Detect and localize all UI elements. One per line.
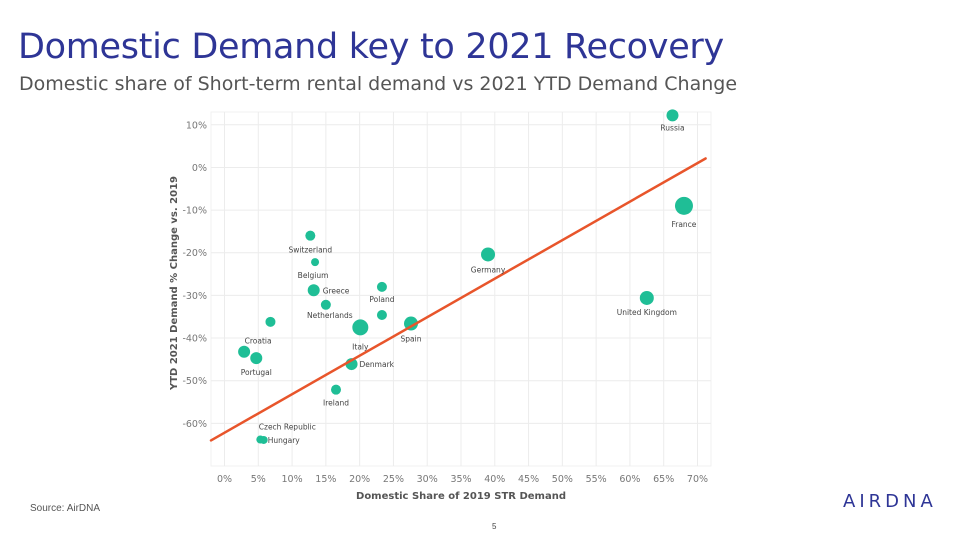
y-tick-label: 0% <box>192 163 207 174</box>
point-label: Spain <box>401 335 422 344</box>
point-label: Poland <box>369 295 394 304</box>
x-axis-title: Domestic Share of 2019 STR Demand <box>356 491 566 502</box>
slide-subtitle: Domestic share of Short-term rental dema… <box>19 73 738 95</box>
point-label: United Kingdom <box>617 308 677 317</box>
point-label: Belgium <box>298 271 329 280</box>
trend-line-group <box>209 157 707 442</box>
point-label: Italy <box>352 342 369 351</box>
x-tick-label: 70% <box>687 474 708 485</box>
point-labels: Russia France United Kingdom Germany Switzer… <box>241 123 697 445</box>
point-label: Czech Republic <box>259 423 316 432</box>
point-label: Netherlands <box>307 311 353 320</box>
y-axis-title: YTD 2021 Demand % Change vs. 2019 <box>169 176 180 391</box>
x-tick-label: 15% <box>315 474 336 485</box>
y-tick-label: -30% <box>182 291 207 302</box>
data-point <box>311 258 320 267</box>
point-label: Denmark <box>360 360 395 369</box>
data-point <box>639 290 654 305</box>
data-point <box>352 319 369 336</box>
data-point <box>238 345 251 358</box>
y-tick-label: -20% <box>182 248 207 259</box>
point-label: France <box>671 220 696 229</box>
y-tick-label: 10% <box>186 120 207 131</box>
point-label: Croatia <box>245 337 272 346</box>
x-tick-label: 0% <box>217 474 232 485</box>
point-label: Russia <box>660 123 684 132</box>
data-point <box>307 284 320 297</box>
data-point <box>666 109 679 122</box>
data-point <box>674 196 693 215</box>
x-tick-label: 10% <box>282 474 303 485</box>
x-tick-label: 30% <box>417 474 438 485</box>
x-tick-label: 40% <box>484 474 505 485</box>
data-point <box>259 435 268 444</box>
x-tick-label: 25% <box>383 474 404 485</box>
x-axis-ticks: 0% 5% 10% 15% 20% 25% 30% 35% 40% 45% 50% 55% 60% 65%… <box>217 474 708 485</box>
x-tick-label: 65% <box>653 474 674 485</box>
point-label: Hungary <box>268 436 301 445</box>
data-point <box>305 230 316 241</box>
grid <box>210 111 712 467</box>
data-point <box>376 310 387 321</box>
data-point <box>331 384 341 395</box>
y-tick-label: -60% <box>182 419 207 430</box>
airdna-logo: AIRDNA <box>843 491 937 512</box>
point-label: Ireland <box>323 399 349 408</box>
point-label: Greece <box>323 286 350 295</box>
x-tick-label: 45% <box>518 474 539 485</box>
y-tick-label: -40% <box>182 334 207 345</box>
data-point <box>376 281 387 292</box>
y-axis-ticks: 10% 0% -10% -20% -30% -40% -50% -60% <box>182 120 207 430</box>
point-label: Germany <box>471 265 506 274</box>
trend-line <box>209 157 707 442</box>
data-point <box>481 247 496 262</box>
slide-title: Domestic Demand key to 2021 Recovery <box>18 27 724 67</box>
x-tick-label: 5% <box>251 474 266 485</box>
data-point <box>320 299 331 310</box>
x-tick-label: 55% <box>586 474 607 485</box>
y-tick-label: -10% <box>182 206 207 217</box>
data-point <box>250 352 263 365</box>
y-tick-label: -50% <box>182 376 207 387</box>
x-tick-label: 20% <box>349 474 370 485</box>
page-number: 5 <box>492 522 497 531</box>
source-note: Source: AirDNA <box>30 503 101 514</box>
x-tick-label: 35% <box>450 474 471 485</box>
point-label: Switzerland <box>288 246 332 255</box>
x-tick-label: 50% <box>552 474 573 485</box>
data-point <box>265 316 276 327</box>
point-label: Portugal <box>241 368 272 377</box>
x-tick-label: 60% <box>619 474 640 485</box>
